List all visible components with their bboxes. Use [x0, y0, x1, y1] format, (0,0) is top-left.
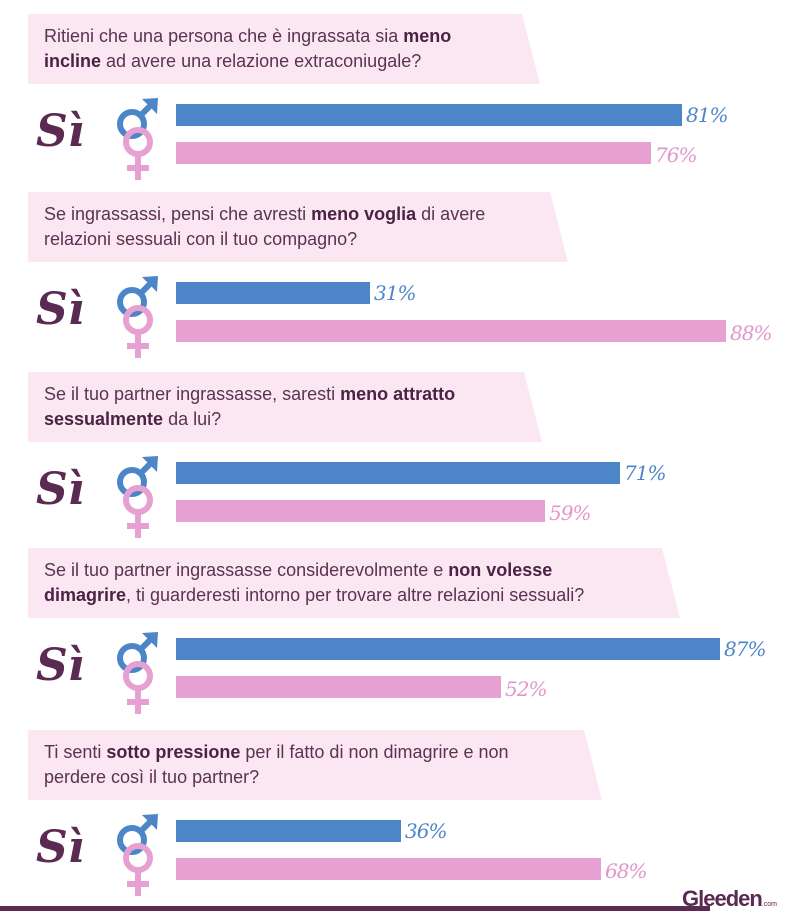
question-fragment: da lui?	[163, 409, 222, 429]
question-text: Se il tuo partner ingrassasse considerev…	[44, 558, 684, 608]
female-symbol-icon	[123, 127, 153, 180]
brand-logo: Gleeden.com	[682, 886, 777, 912]
value-label-female: 76%	[655, 143, 697, 167]
question-emphasis: sessualmente	[44, 409, 164, 429]
question-fragment: ad avere una relazione extraconiugale?	[101, 51, 422, 71]
question-banner: Ritieni che una persona che è ingrassata…	[28, 14, 540, 84]
question-fragment: di avere	[416, 204, 486, 224]
male-symbol-icon	[117, 98, 158, 139]
question-banner: Se ingrassassi, pensi che avresti meno v…	[28, 192, 568, 262]
question-block: Se il tuo partner ingrassasse considerev…	[0, 540, 800, 720]
bar-male	[176, 462, 620, 484]
answer-label: Sì	[36, 822, 85, 873]
value-label-male: 36%	[405, 819, 447, 843]
answer-label: Sì	[36, 640, 85, 691]
question-block: Se ingrassassi, pensi che avresti meno v…	[0, 184, 800, 364]
female-symbol-icon	[123, 305, 153, 358]
bar-female	[176, 858, 601, 880]
question-emphasis: incline	[44, 51, 102, 71]
question-emphasis: sotto pressione	[106, 742, 241, 762]
value-label-female: 59%	[549, 501, 591, 525]
answer-label: Sì	[36, 464, 85, 515]
answer-label: Sì	[36, 106, 85, 157]
question-emphasis: meno	[403, 26, 452, 46]
question-emphasis: non volesse	[448, 560, 553, 580]
question-fragment: Se il tuo partner ingrassasse considerev…	[44, 560, 449, 580]
question-emphasis: meno voglia	[311, 204, 417, 224]
bar-male	[176, 820, 401, 842]
brand-logo-suffix: .com	[761, 901, 777, 908]
value-label-male: 71%	[624, 461, 666, 485]
footer-divider	[0, 906, 710, 911]
question-text: Se il tuo partner ingrassasse, saresti m…	[44, 382, 684, 432]
male-symbol-icon	[117, 456, 158, 497]
value-label-male: 31%	[374, 281, 416, 305]
question-banner: Se il tuo partner ingrassasse, saresti m…	[28, 372, 542, 442]
bar-male	[176, 282, 370, 304]
gender-icon	[117, 276, 158, 358]
question-text: Ti senti sotto pressione per il fatto di…	[44, 740, 684, 790]
value-label-female: 88%	[730, 321, 772, 345]
female-symbol-icon	[123, 661, 153, 714]
question-fragment: per il fatto di non dimagrire e non	[240, 742, 509, 762]
question-banner: Se il tuo partner ingrassasse considerev…	[28, 548, 680, 618]
banner-shape	[28, 548, 680, 618]
question-fragment: Se ingrassassi, pensi che avresti	[44, 204, 312, 224]
bar-male	[176, 104, 682, 126]
banner-shape	[28, 14, 540, 84]
question-text: Ritieni che una persona che è ingrassata…	[44, 24, 684, 74]
question-fragment: perdere così il tuo partner?	[44, 767, 260, 787]
value-label-female: 68%	[605, 859, 647, 883]
bar-female	[176, 320, 726, 342]
gender-icon	[117, 814, 158, 896]
bar-female	[176, 500, 545, 522]
gender-icon	[117, 98, 158, 180]
bar-male	[176, 638, 720, 660]
gender-icon	[117, 456, 158, 538]
question-banner: Ti senti sotto pressione per il fatto di…	[28, 730, 602, 800]
question-text: Se ingrassassi, pensi che avresti meno v…	[44, 202, 684, 252]
answer-label: Sì	[36, 284, 85, 335]
gender-icon	[117, 632, 158, 714]
bar-female	[176, 676, 501, 698]
brand-logo-name: Gleeden	[682, 886, 763, 911]
male-symbol-icon	[117, 814, 158, 855]
question-block: Ritieni che una persona che è ingrassata…	[0, 6, 800, 186]
question-emphasis: dimagrire	[44, 585, 127, 605]
question-fragment: relazioni sessuali con il tuo compagno?	[44, 229, 358, 249]
banner-shape	[28, 730, 602, 800]
question-fragment: Ti senti	[44, 742, 107, 762]
question-fragment: , ti guarderesti intorno per trovare alt…	[126, 585, 585, 605]
banner-shape	[28, 192, 568, 262]
value-label-male: 87%	[724, 637, 766, 661]
female-symbol-icon	[123, 843, 153, 896]
question-block: Ti senti sotto pressione per il fatto di…	[0, 722, 800, 902]
question-block: Se il tuo partner ingrassasse, saresti m…	[0, 364, 800, 544]
banner-shape	[28, 372, 542, 442]
bar-female	[176, 142, 651, 164]
question-fragment: Se il tuo partner ingrassasse, saresti	[44, 384, 341, 404]
value-label-female: 52%	[505, 677, 547, 701]
male-symbol-icon	[117, 632, 158, 673]
female-symbol-icon	[123, 485, 153, 538]
question-fragment: Ritieni che una persona che è ingrassata…	[44, 26, 404, 46]
value-label-male: 81%	[686, 103, 728, 127]
question-emphasis: meno attratto	[340, 384, 456, 404]
male-symbol-icon	[117, 276, 158, 317]
